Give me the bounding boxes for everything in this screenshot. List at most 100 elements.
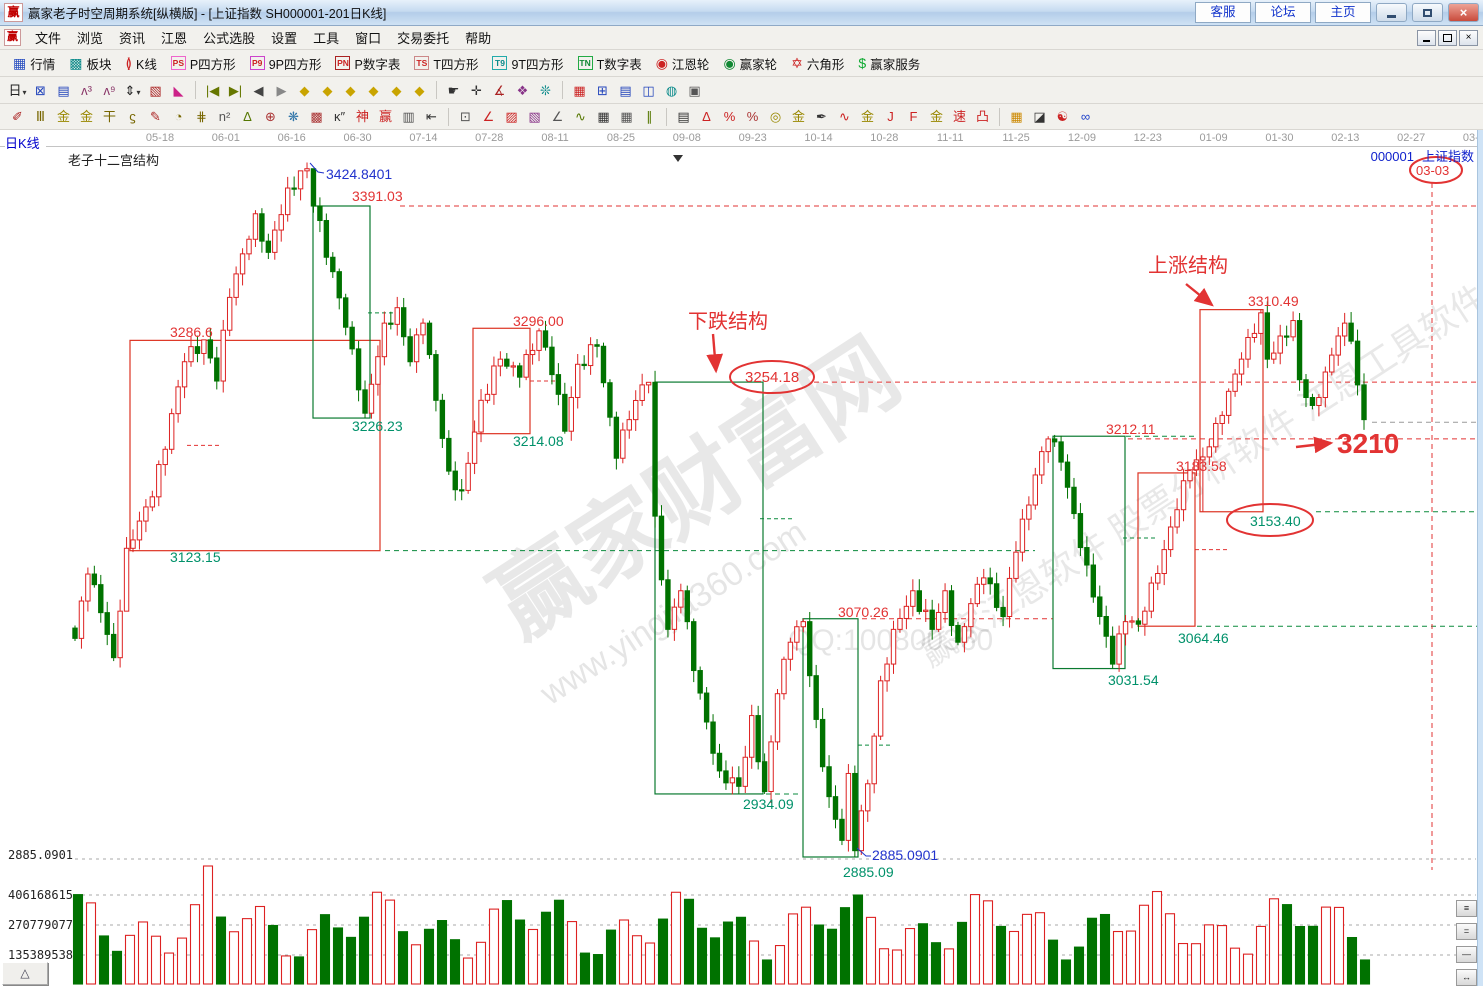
minimize-button[interactable] — [1376, 3, 1407, 22]
n-square-tool[interactable]: n² — [218, 109, 231, 124]
taiji-tool[interactable]: ☯ — [1056, 109, 1069, 124]
gann-wheel-button[interactable]: ◉ 江恩轮 — [649, 54, 717, 73]
mini-chart-tool[interactable]: ◪ — [1033, 109, 1046, 124]
winner-wheel-button[interactable]: ◉ 赢家轮 — [716, 54, 784, 73]
diamond-right-button[interactable]: ◆ — [322, 82, 333, 98]
f-angle-tool[interactable]: F — [909, 109, 918, 124]
9t-square-button[interactable]: T9 9T四方形 — [485, 54, 570, 73]
percent-tool[interactable]: % — [723, 109, 736, 124]
black-grid-tool[interactable]: ▦ — [597, 109, 610, 124]
wave-avg-tool[interactable]: ∿ — [839, 109, 850, 124]
ruler-tool[interactable]: ▥ — [402, 109, 415, 124]
gold-circle-tool[interactable]: ◎ — [769, 109, 782, 124]
menu-文件[interactable]: 文件 — [35, 31, 62, 46]
gold-line-tool[interactable]: 金 — [791, 109, 805, 124]
clock-circle-tool[interactable]: ◔ — [174, 109, 183, 124]
p-number-table-button[interactable]: PN P数字表 — [328, 54, 407, 73]
wave9-icon[interactable]: ʌ⁹ — [103, 82, 116, 98]
titlebar-link-客服[interactable]: 客服 — [1195, 2, 1251, 23]
fan-box-tool[interactable]: ▨ — [505, 109, 518, 124]
k-prime-tool[interactable]: ĸ″ — [333, 109, 346, 124]
t-number-table-button[interactable]: TN T数字表 — [571, 54, 649, 73]
square-web-tool[interactable]: ▩ — [310, 109, 323, 124]
chart-window-icon[interactable]: ⊠ — [35, 82, 46, 98]
winner-service-button[interactable]: $ 赢家服务 — [851, 54, 927, 73]
info-panel-icon[interactable]: ▤ — [57, 82, 70, 98]
shen-tool[interactable]: 神 — [355, 109, 369, 124]
gold-angle-tool[interactable]: 金 — [929, 109, 943, 124]
fan-lines-tool[interactable]: ∠ — [482, 109, 495, 124]
f-bar-tool[interactable]: 干 — [102, 109, 116, 124]
compass-tool[interactable]: ⊕ — [265, 109, 276, 124]
mirror-angle-tool[interactable]: ∆ — [243, 109, 252, 124]
diamond-up-button[interactable]: ◆ — [414, 82, 425, 98]
notes-tool[interactable]: ▤ — [619, 82, 632, 98]
angle-measure-tool[interactable]: ∡ — [493, 82, 506, 98]
calculator-tool[interactable]: ⊞ — [597, 82, 608, 98]
menu-浏览[interactable]: 浏览 — [77, 31, 104, 46]
menu-帮助[interactable]: 帮助 — [465, 31, 492, 46]
gann-shape-tool[interactable]: ❖ — [516, 82, 529, 98]
hexagon-button[interactable]: ✡ 六角形 — [784, 54, 851, 73]
child-close-button[interactable]: × — [1459, 29, 1478, 46]
infinity-tool[interactable]: ∞ — [1080, 109, 1091, 124]
first-bar-button[interactable]: |◀ — [205, 82, 220, 98]
scale-dropdown[interactable]: ⇕▾ — [124, 82, 141, 98]
menu-工具[interactable]: 工具 — [313, 31, 340, 46]
spiderweb-tool[interactable]: ❋ — [288, 109, 299, 124]
gann-grid-icon[interactable]: ▧ — [149, 82, 162, 98]
sectors-button[interactable]: ▩ 板块 — [62, 54, 118, 73]
gold-divider-tool[interactable]: 金 — [56, 109, 70, 124]
hand-tool[interactable]: ☛ — [447, 82, 460, 98]
trend-angle-tool[interactable]: ∠ — [551, 109, 564, 124]
volume-scale-button-0[interactable]: ≡ — [1456, 900, 1477, 917]
9p-square-button[interactable]: P9 9P四方形 — [243, 54, 329, 73]
child-restore-button[interactable] — [1438, 29, 1457, 46]
period-dropdown[interactable]: 日▾ — [8, 82, 27, 98]
parallel-lines-tool[interactable]: ∥ — [646, 109, 653, 124]
diamond-burst-button[interactable]: ◆ — [368, 82, 379, 98]
speed-angle-tool[interactable]: 速 — [952, 109, 966, 124]
knife-tool[interactable]: ✐ — [12, 109, 23, 124]
price-scale-tool[interactable]: ▤ — [677, 109, 690, 124]
arc-tool[interactable]: 凸 — [975, 109, 989, 124]
diamond-down-button[interactable]: ◆ — [391, 82, 402, 98]
grid-bar-tool[interactable]: ⋕ — [196, 109, 207, 124]
kline-button[interactable]: ≬ K线 — [119, 54, 164, 73]
menu-江恩[interactable]: 江恩 — [161, 31, 188, 46]
gold-divider2-tool[interactable]: 金 — [79, 109, 93, 124]
prev-bar-button[interactable]: ◀ — [253, 82, 264, 98]
flag-icon[interactable]: ◣ — [173, 82, 184, 98]
menu-资讯[interactable]: 资讯 — [119, 31, 146, 46]
fan-square-tool[interactable]: ▧ — [528, 109, 541, 124]
percent-line-tool[interactable]: % — [746, 109, 759, 124]
p-square-button[interactable]: PS P四方形 — [164, 54, 243, 73]
save-tool[interactable]: ◫ — [642, 82, 655, 98]
titlebar-link-主页[interactable]: 主页 — [1315, 2, 1371, 23]
delta-percent-tool[interactable]: ∆ — [702, 109, 711, 124]
web-shape-tool[interactable]: ❊ — [540, 82, 551, 98]
block-grid-tool[interactable]: ▦ — [620, 109, 633, 124]
j-angle-tool[interactable]: J — [887, 109, 894, 124]
ink-tool[interactable]: ✒ — [816, 109, 827, 124]
diamond-expand-button[interactable]: ◆ — [345, 82, 356, 98]
child-minimize-button[interactable] — [1417, 29, 1436, 46]
price-frame-tool[interactable]: ⊡ — [460, 109, 471, 124]
gold2-tool[interactable]: 金 — [860, 109, 874, 124]
next-bar-button[interactable]: ▶ — [276, 82, 287, 98]
crosshair-tool[interactable]: ✛ — [471, 82, 482, 98]
v-wave-tool[interactable]: ∿ — [575, 109, 586, 124]
calendar-tool[interactable]: ▦ — [573, 82, 586, 98]
volume-scale-button-2[interactable]: — — [1456, 946, 1477, 963]
menu-窗口[interactable]: 窗口 — [355, 31, 382, 46]
last-bar-button[interactable]: ▶| — [228, 82, 243, 98]
color-grid-tool[interactable]: ▦ — [1010, 109, 1023, 124]
span-tool[interactable]: ⇤ — [426, 109, 437, 124]
volume-scale-button-1[interactable]: = — [1456, 923, 1477, 940]
diamond-left-button[interactable]: ◆ — [299, 82, 310, 98]
maximize-button[interactable] — [1412, 3, 1443, 22]
barrier-tool[interactable]: Ⅲ — [36, 109, 45, 124]
menu-公式选股[interactable]: 公式选股 — [203, 31, 256, 46]
quotes-button[interactable]: ▦ 行情 — [6, 54, 62, 73]
close-button[interactable]: × — [1448, 3, 1479, 22]
